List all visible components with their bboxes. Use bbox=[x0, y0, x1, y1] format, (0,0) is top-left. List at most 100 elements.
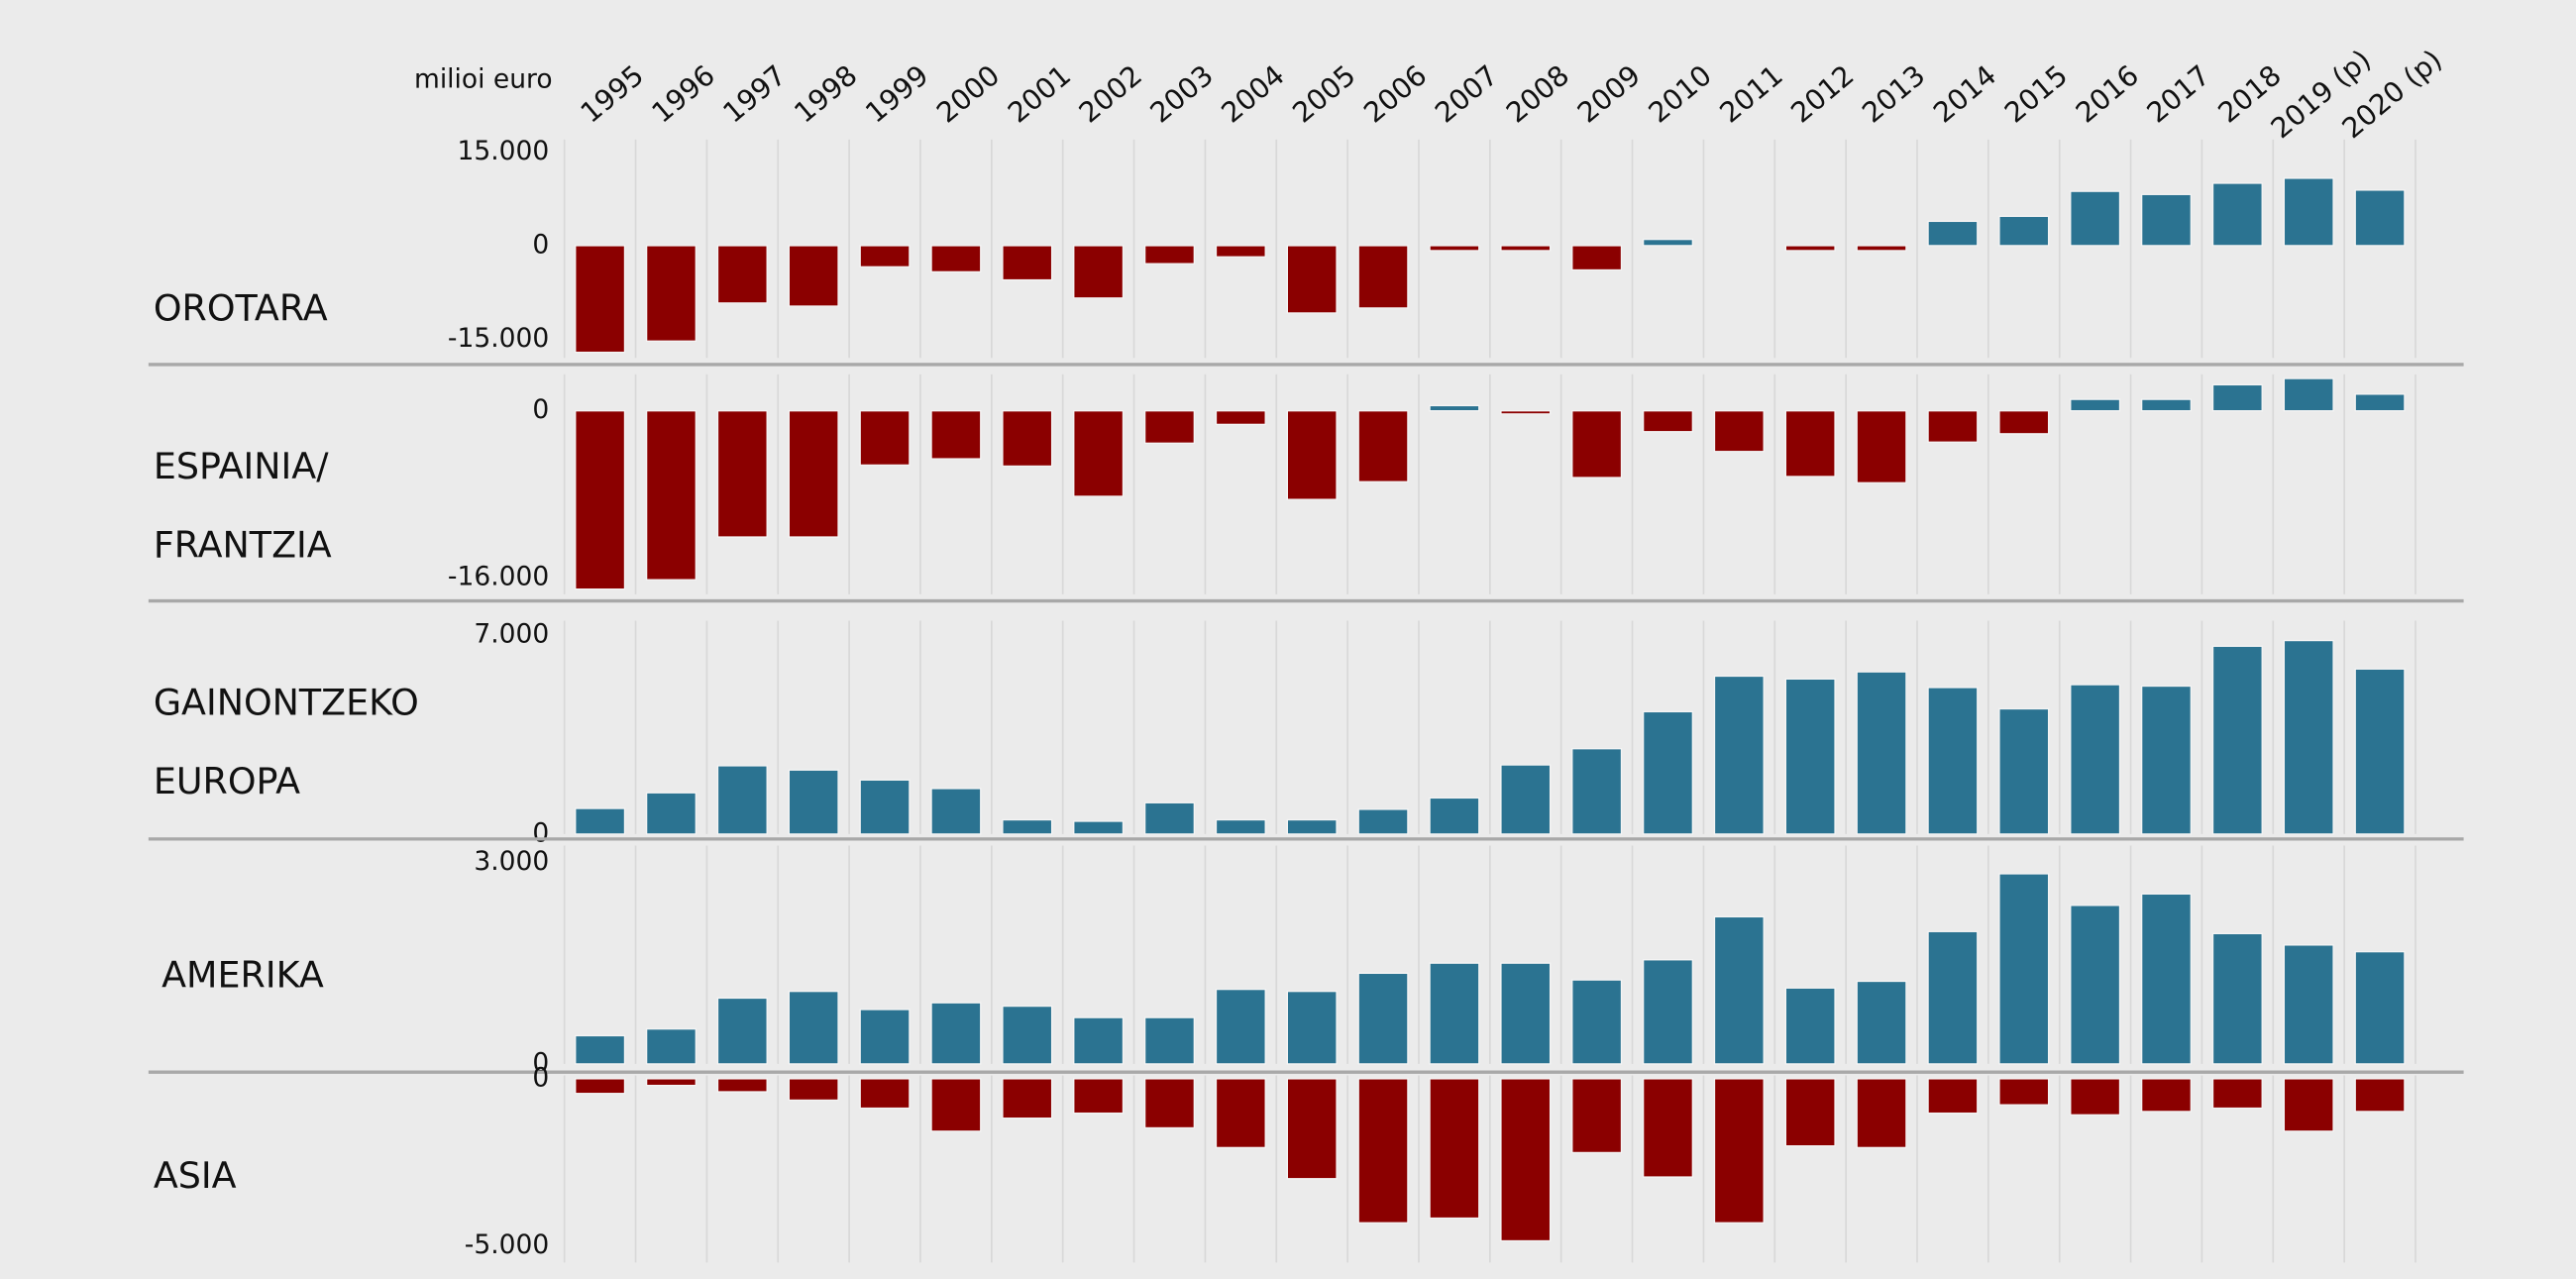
bar bbox=[1215, 1078, 1266, 1149]
bar bbox=[2283, 377, 2334, 412]
bar bbox=[2070, 905, 2121, 1065]
y-tick-label: 0 bbox=[532, 394, 549, 425]
bar bbox=[1784, 245, 1836, 252]
bar bbox=[859, 245, 911, 267]
y-tick-label: 0 bbox=[532, 1062, 549, 1093]
bar bbox=[2140, 398, 2193, 412]
bar bbox=[1571, 748, 1623, 835]
bar bbox=[930, 410, 982, 460]
bar bbox=[1215, 245, 1266, 258]
bar bbox=[1998, 410, 2050, 435]
y-tick-label: -15.000 bbox=[448, 323, 549, 354]
bar bbox=[1286, 818, 1338, 835]
bar bbox=[575, 410, 626, 590]
bar bbox=[1571, 979, 1623, 1065]
bar bbox=[1927, 1078, 1979, 1115]
bar bbox=[2211, 182, 2263, 247]
bar bbox=[1998, 707, 2050, 835]
panel-title: FRANTZIA bbox=[154, 523, 332, 566]
bar bbox=[1002, 245, 1053, 281]
panel-title: EUROPA bbox=[154, 760, 300, 802]
bar bbox=[1002, 1005, 1053, 1065]
bar bbox=[1357, 1078, 1409, 1224]
bar bbox=[575, 1034, 626, 1065]
bar bbox=[1143, 1078, 1196, 1129]
bar bbox=[1856, 671, 1907, 835]
bar bbox=[1642, 959, 1694, 1065]
bar bbox=[1927, 220, 1979, 247]
bar bbox=[2211, 1078, 2263, 1110]
bar bbox=[2354, 950, 2406, 1065]
bar bbox=[1927, 930, 1979, 1065]
bar bbox=[1571, 1078, 1623, 1154]
bar bbox=[1357, 808, 1409, 835]
bar bbox=[2354, 393, 2406, 412]
bar bbox=[716, 765, 768, 835]
bar bbox=[930, 1002, 982, 1065]
bar bbox=[2354, 1078, 2406, 1113]
bar bbox=[1784, 1078, 1836, 1147]
panel-title: AMERIKA bbox=[161, 954, 324, 997]
bar bbox=[1429, 404, 1480, 412]
bar bbox=[716, 410, 768, 538]
bar bbox=[2283, 639, 2334, 835]
panel-title: ESPAINIA/ bbox=[154, 445, 329, 487]
bar bbox=[1998, 1078, 2050, 1106]
bar bbox=[1856, 980, 1907, 1065]
bar bbox=[645, 1078, 697, 1087]
bar bbox=[1215, 818, 1266, 835]
bar bbox=[1073, 410, 1125, 497]
bar bbox=[645, 792, 697, 835]
y-tick-label: 0 bbox=[532, 817, 549, 848]
bar bbox=[2140, 893, 2193, 1065]
bar bbox=[859, 1009, 911, 1065]
bar bbox=[1073, 1078, 1125, 1115]
bar bbox=[716, 997, 768, 1065]
bar bbox=[1143, 245, 1196, 265]
bar bbox=[1357, 972, 1409, 1065]
bar bbox=[1998, 215, 2050, 247]
bar bbox=[2070, 684, 2121, 835]
y-tick-label: 7.000 bbox=[474, 618, 549, 649]
y-tick-label: 15.000 bbox=[458, 136, 550, 166]
bar bbox=[1784, 678, 1836, 835]
bar bbox=[788, 769, 839, 835]
bar bbox=[2211, 932, 2263, 1065]
y-tick-label: 3.000 bbox=[474, 846, 549, 877]
bar bbox=[930, 1078, 982, 1132]
bar bbox=[1856, 410, 1907, 483]
y-tick-label: -16.000 bbox=[448, 562, 549, 592]
bar bbox=[1429, 962, 1480, 1065]
bar bbox=[1286, 1078, 1338, 1180]
panel-title: GAINONTZEKO bbox=[154, 681, 419, 723]
bar bbox=[1002, 1078, 1053, 1119]
bar bbox=[2140, 193, 2193, 247]
bar bbox=[575, 245, 626, 354]
y-tick-label: -5.000 bbox=[465, 1229, 549, 1260]
bar bbox=[1713, 410, 1765, 453]
bar bbox=[1998, 873, 2050, 1065]
bar bbox=[1002, 818, 1053, 835]
bar bbox=[1856, 245, 1907, 252]
bar bbox=[2211, 383, 2263, 412]
bar bbox=[1286, 410, 1338, 500]
bar bbox=[1571, 410, 1623, 479]
bar bbox=[2283, 1078, 2334, 1132]
bar bbox=[1784, 987, 1836, 1065]
bar bbox=[575, 807, 626, 835]
bar bbox=[1571, 245, 1623, 271]
bar bbox=[1713, 675, 1765, 835]
y-tick-label: 0 bbox=[532, 229, 549, 260]
bar bbox=[1642, 710, 1694, 835]
bar bbox=[716, 245, 768, 304]
bar bbox=[1500, 764, 1552, 835]
bar bbox=[1856, 1078, 1907, 1149]
bar bbox=[2283, 177, 2334, 247]
bar bbox=[645, 245, 697, 342]
bar bbox=[1143, 1016, 1196, 1065]
bar bbox=[930, 788, 982, 835]
bar bbox=[788, 410, 839, 538]
bar bbox=[1002, 410, 1053, 468]
bar bbox=[2354, 189, 2406, 247]
bar bbox=[1073, 820, 1125, 835]
